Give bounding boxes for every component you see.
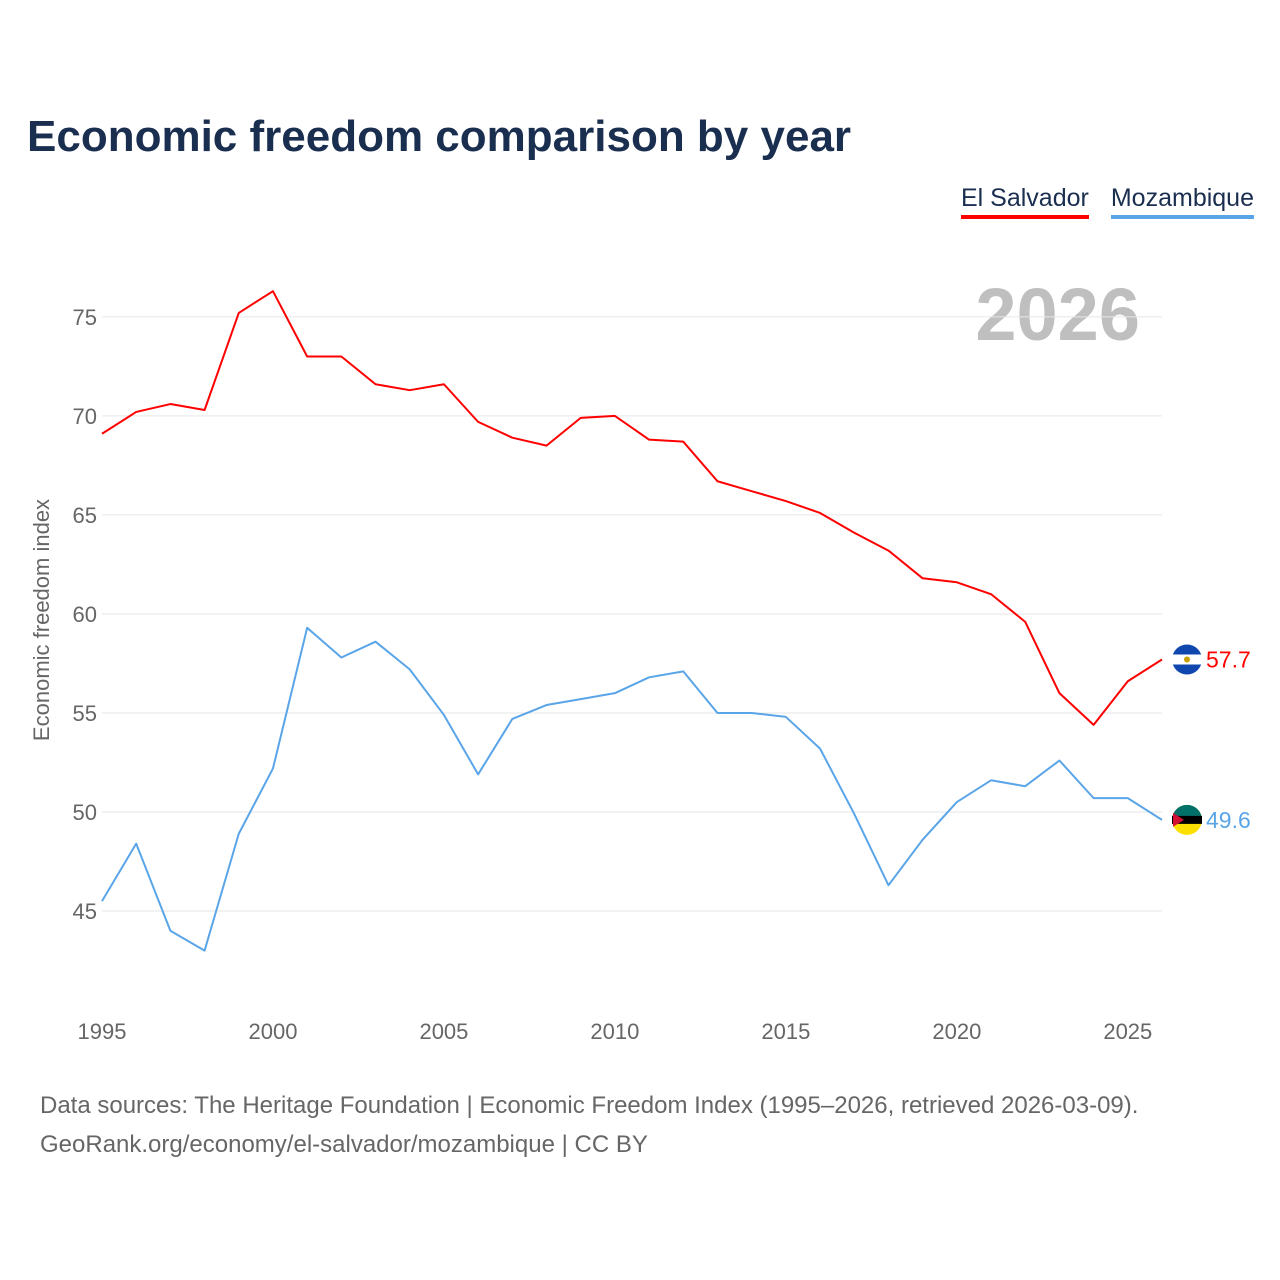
- y-tick-label: 70: [73, 404, 97, 429]
- current-year-label: 2026: [975, 273, 1140, 356]
- legend-el-salvador[interactable]: El Salvador: [961, 184, 1089, 219]
- footer: Data sources: The Heritage Foundation | …: [40, 1086, 1138, 1164]
- legend: El Salvador Mozambique: [961, 184, 1254, 219]
- x-tick-label: 2005: [419, 1019, 468, 1044]
- series-line-mozambique: [101, 626, 1163, 952]
- x-tick-label: 2015: [761, 1019, 810, 1044]
- y-tick-label: 75: [73, 305, 97, 330]
- y-tick-label: 65: [73, 503, 97, 528]
- series-line-el-salvador: [101, 290, 1163, 726]
- source-text: Data sources: The Heritage Foundation | …: [40, 1092, 1139, 1119]
- y-tick-label: 60: [73, 602, 97, 627]
- x-tick-label: 2000: [248, 1019, 297, 1044]
- mozambique-flag-icon-triangle: [1173, 812, 1184, 827]
- chart-title: Economic freedom comparison by year: [27, 112, 852, 161]
- x-tick-label: 2025: [1103, 1019, 1152, 1044]
- y-tick-label: 45: [73, 899, 97, 924]
- license-text: GeoRank.org/economy/el-salvador/mozambiq…: [40, 1131, 648, 1158]
- x-tick-label: 2020: [932, 1019, 981, 1044]
- el-salvador-flag-icon-emblem: [1184, 656, 1190, 663]
- x-tick-label: 1995: [78, 1019, 127, 1044]
- end-value-label: 49.6: [1206, 807, 1251, 833]
- y-tick-label: 55: [73, 701, 97, 726]
- x-tick-label: 2010: [590, 1019, 639, 1044]
- end-value-label: 57.7: [1206, 646, 1251, 672]
- legend-mozambique[interactable]: Mozambique: [1110, 184, 1254, 219]
- y-tick-label: 50: [73, 800, 97, 825]
- mozambique-flag-icon-band: [1172, 815, 1202, 824]
